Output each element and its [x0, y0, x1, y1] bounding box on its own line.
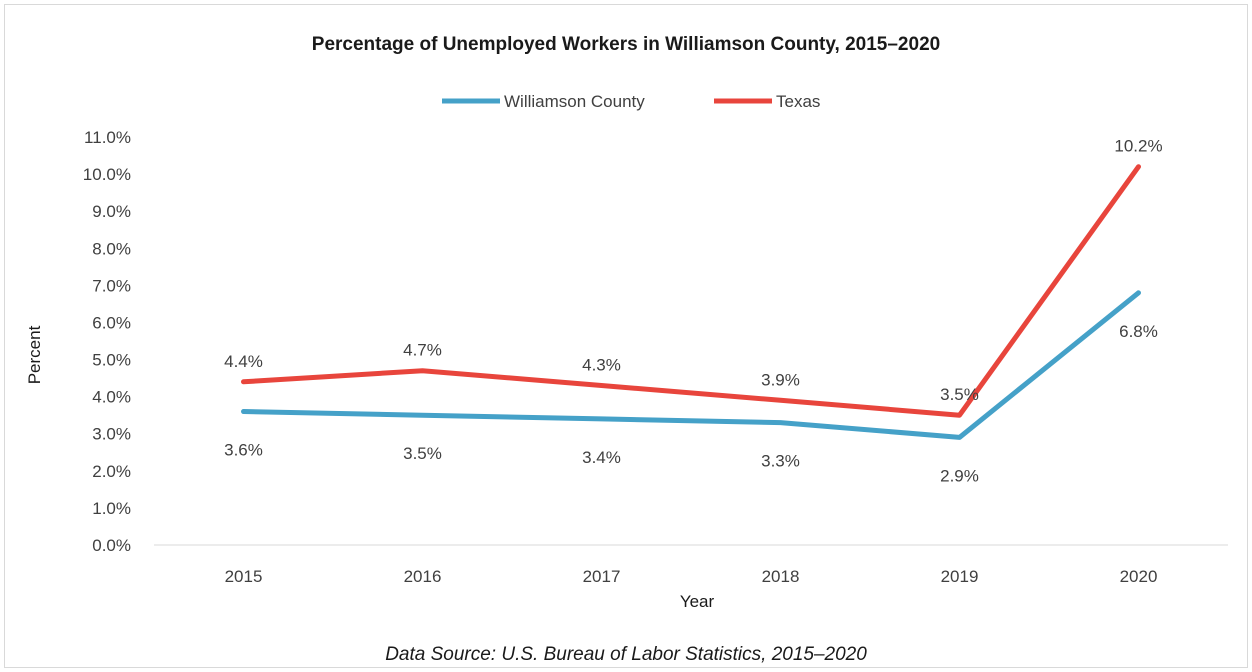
x-tick-label: 2020 [1120, 567, 1158, 586]
x-axis-title: Year [680, 592, 715, 611]
data-label: 2.9% [940, 466, 979, 485]
y-tick-label: 4.0% [92, 388, 131, 407]
data-label: 6.8% [1119, 322, 1158, 341]
y-tick-label: 8.0% [92, 239, 131, 258]
data-labels: 3.6% 3.5% 3.4% 3.3% 2.9% 6.8% 4.4% 4.7% 4.3% 3.9%… [224, 137, 1162, 486]
legend-label-texas: Texas [776, 92, 820, 111]
y-tick-label: 7.0% [92, 276, 131, 295]
y-tick-label: 5.0% [92, 351, 131, 370]
chart-frame [4, 4, 1248, 668]
data-label: 3.5% [940, 385, 979, 404]
series-line-texas [241, 164, 1141, 418]
data-label: 3.5% [403, 444, 442, 463]
data-label: 3.6% [224, 440, 263, 459]
y-tick-label: 9.0% [92, 202, 131, 221]
y-tick-label: 6.0% [92, 313, 131, 332]
data-label: 4.7% [403, 341, 442, 360]
y-tick-label: 10.0% [83, 165, 131, 184]
legend: Williamson County Texas [442, 92, 820, 111]
x-tick-label: 2016 [404, 567, 442, 586]
series-line-williamson-county [241, 290, 1141, 440]
data-label: 3.9% [761, 370, 800, 389]
y-axis-title: Percent [25, 325, 44, 384]
y-axis-ticks: 0.0% 1.0% 2.0% 3.0% 4.0% 5.0% 6.0% 7.0% 8.0% 9.0%… [83, 128, 131, 555]
y-tick-label: 1.0% [92, 499, 131, 518]
x-tick-label: 2019 [941, 567, 979, 586]
y-tick-label: 3.0% [92, 425, 131, 444]
data-label: 4.4% [224, 352, 263, 371]
data-label: 3.3% [761, 452, 800, 471]
data-label: 4.3% [582, 356, 621, 375]
y-tick-label: 11.0% [84, 128, 131, 147]
x-tick-label: 2018 [762, 567, 800, 586]
y-tick-label: 0.0% [92, 536, 131, 555]
chart-title: Percentage of Unemployed Workers in Will… [312, 34, 940, 55]
data-source-note: Data Source: U.S. Bureau of Labor Statis… [385, 644, 867, 665]
legend-label-williamson: Williamson County [504, 92, 645, 111]
y-tick-label: 2.0% [92, 462, 131, 481]
series-lines [241, 164, 1141, 440]
x-tick-label: 2015 [225, 567, 263, 586]
x-axis-ticks: 2015 2016 2017 2018 2019 2020 [225, 567, 1158, 586]
data-label: 10.2% [1114, 137, 1162, 156]
data-label: 3.4% [582, 448, 621, 467]
x-tick-label: 2017 [583, 567, 621, 586]
